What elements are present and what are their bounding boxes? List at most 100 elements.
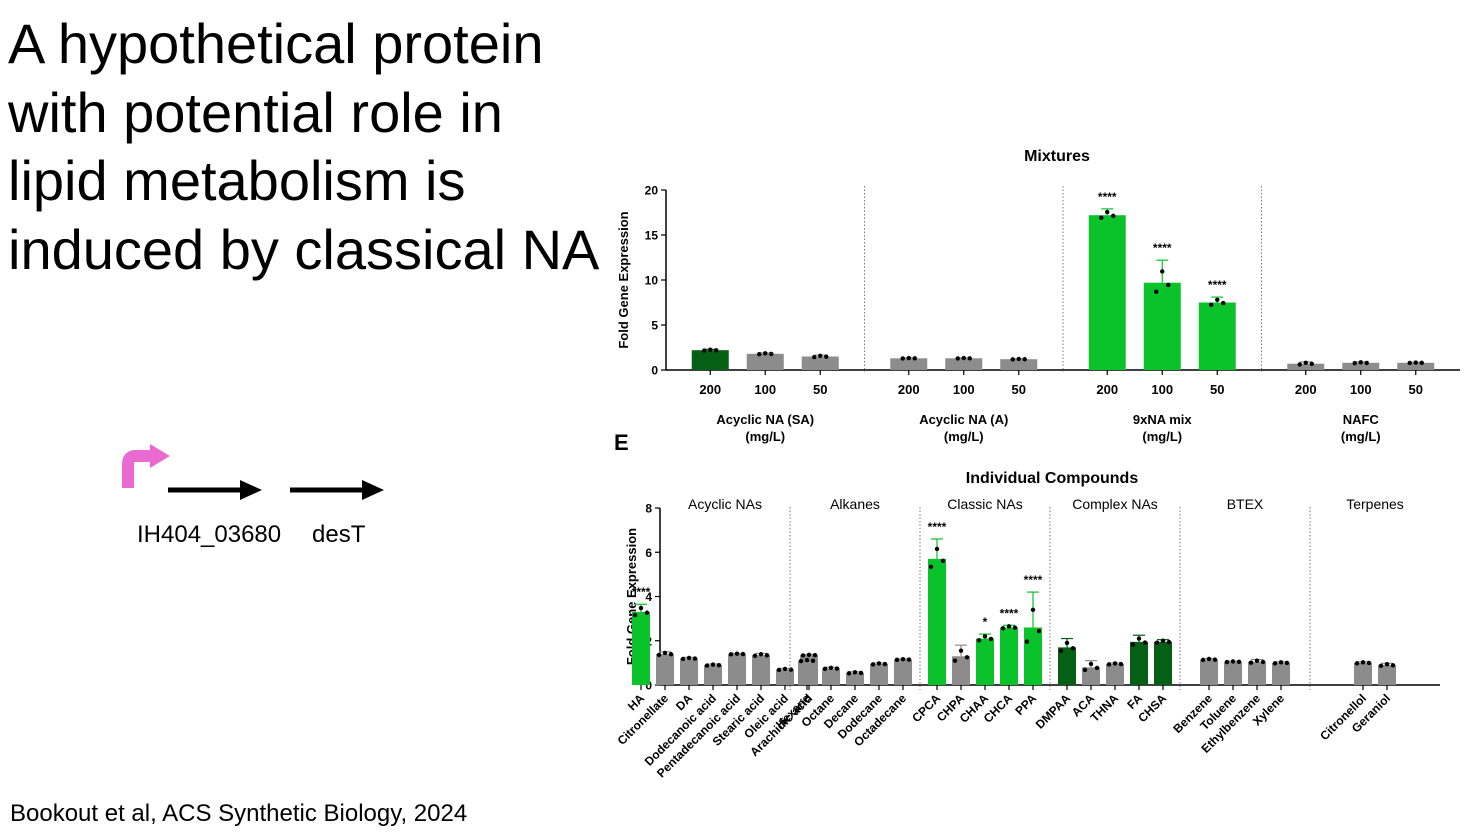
data-point <box>1082 667 1088 673</box>
data-point <box>704 663 710 668</box>
data-point <box>824 354 829 359</box>
group-label: (mg/L) <box>944 429 984 444</box>
data-point <box>976 638 982 643</box>
bar <box>752 655 770 685</box>
significance-label: * <box>983 615 988 629</box>
bar <box>1058 647 1076 685</box>
bar <box>1024 627 1042 685</box>
y-tick-label: 5 <box>651 319 658 333</box>
data-point <box>1284 660 1290 666</box>
chart-title: Mixtures <box>1024 148 1090 165</box>
data-point <box>912 356 917 361</box>
data-point <box>1036 628 1042 634</box>
data-point <box>1012 625 1018 630</box>
data-point <box>834 666 840 671</box>
data-point <box>728 652 734 657</box>
bar <box>928 558 946 685</box>
bar <box>1154 641 1172 685</box>
data-point <box>1254 658 1260 663</box>
bar <box>870 663 888 685</box>
group-label: Classic NAs <box>947 496 1022 512</box>
data-point <box>955 356 960 361</box>
data-point <box>906 355 911 361</box>
data-point <box>714 348 719 353</box>
significance-label: **** <box>1000 606 1019 620</box>
x-tick-label: 100 <box>953 382 975 397</box>
data-point <box>1058 648 1064 654</box>
data-point <box>1024 639 1030 644</box>
data-point <box>1130 642 1136 647</box>
data-point <box>1297 362 1302 367</box>
x-tick-label: 100 <box>1350 382 1372 397</box>
data-point <box>1200 657 1206 663</box>
data-point <box>1160 269 1165 274</box>
data-point <box>758 652 764 657</box>
data-point <box>1142 640 1148 645</box>
data-point <box>964 655 970 660</box>
x-tick-label: 50 <box>1409 382 1423 397</box>
significance-label: **** <box>1208 278 1227 292</box>
significance-label: **** <box>632 585 651 599</box>
data-point <box>1364 360 1369 366</box>
data-point <box>1352 360 1357 366</box>
group-label: (mg/L) <box>1142 429 1182 444</box>
data-point <box>1358 360 1363 365</box>
data-point <box>967 356 972 361</box>
bar <box>1397 362 1435 370</box>
group-label: (mg/L) <box>1341 429 1381 444</box>
bar <box>1082 667 1100 685</box>
data-point <box>812 652 818 658</box>
data-point <box>1221 300 1226 306</box>
bar <box>1000 359 1038 370</box>
data-point <box>1118 661 1124 667</box>
data-point <box>1407 360 1412 366</box>
data-point <box>1000 626 1006 631</box>
data-point <box>1088 661 1094 667</box>
bar <box>691 350 729 370</box>
x-tick-label: THNA <box>1088 691 1122 725</box>
data-point <box>1384 662 1390 667</box>
data-point <box>804 657 810 663</box>
chart-title: Individual Compounds <box>966 470 1139 487</box>
y-tick-label: 0 <box>651 364 658 378</box>
data-point <box>662 650 668 656</box>
bar <box>1198 302 1236 370</box>
data-point <box>1160 638 1166 643</box>
x-tick-label: 50 <box>1210 382 1224 397</box>
data-point <box>812 354 817 360</box>
bar <box>1088 215 1126 370</box>
bar <box>1143 282 1181 370</box>
bar <box>1342 362 1380 370</box>
data-point <box>686 655 692 661</box>
group-label: (mg/L) <box>745 429 785 444</box>
gene-label: IH404_03680 <box>137 521 282 548</box>
bar <box>846 672 864 685</box>
x-tick-label: PPA <box>1012 691 1039 718</box>
y-tick-label: 6 <box>645 546 652 560</box>
data-point <box>1099 215 1104 220</box>
data-point <box>828 665 834 671</box>
x-tick-label: 200 <box>898 382 920 397</box>
group-label: Acyclic NA (SA) <box>716 412 814 427</box>
x-tick-label: 50 <box>1012 382 1026 397</box>
bar <box>1287 363 1325 370</box>
citation: Bookout et al, ACS Synthetic Biology, 20… <box>10 800 468 827</box>
y-tick-label: 0 <box>645 679 652 693</box>
data-point <box>1390 663 1396 668</box>
bar <box>1200 659 1218 685</box>
x-tick-label: CHSA <box>1135 691 1169 725</box>
data-point <box>906 657 912 662</box>
group-label: BTEX <box>1227 496 1264 512</box>
y-tick-label: 15 <box>645 229 659 243</box>
gene-arrow-icon <box>290 480 384 500</box>
group-label: NAFC <box>1343 412 1380 427</box>
group-label: 9xNA mix <box>1133 412 1193 427</box>
data-point <box>1215 297 1220 302</box>
data-point <box>1016 356 1021 362</box>
data-point <box>1378 663 1384 668</box>
data-point <box>644 610 650 615</box>
bar <box>680 658 698 685</box>
data-point <box>822 666 828 672</box>
bar <box>1224 661 1242 685</box>
data-point <box>858 670 864 676</box>
